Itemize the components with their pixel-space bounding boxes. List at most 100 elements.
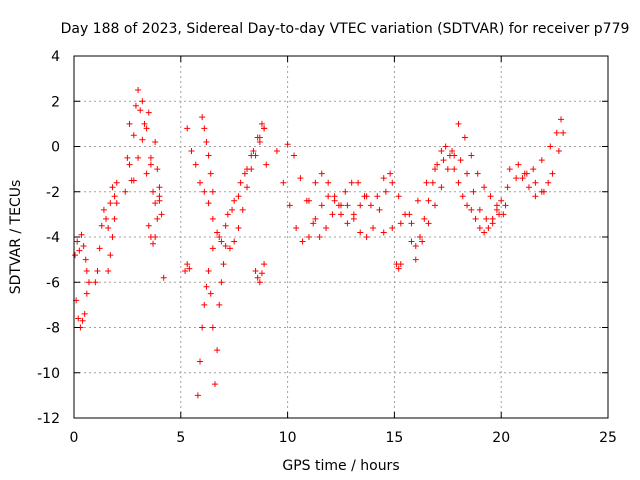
data-point bbox=[250, 148, 257, 155]
data-point bbox=[152, 200, 159, 207]
data-point bbox=[547, 143, 554, 150]
data-point bbox=[558, 116, 565, 123]
data-point bbox=[350, 211, 357, 218]
x-tick-label: 20 bbox=[492, 430, 510, 446]
series-sat-l bbox=[224, 125, 268, 218]
data-point bbox=[111, 215, 118, 222]
data-point bbox=[237, 179, 244, 186]
data-point bbox=[109, 184, 116, 191]
data-point bbox=[487, 193, 494, 200]
data-point bbox=[297, 175, 304, 182]
data-point bbox=[532, 193, 539, 200]
data-point bbox=[209, 324, 216, 331]
data-point bbox=[476, 206, 483, 213]
data-point bbox=[201, 125, 208, 132]
y-axis-ticks: -12 -10 -8 -6 -4 -2 0 2 4 bbox=[37, 49, 608, 427]
series-sat-y bbox=[519, 175, 552, 200]
data-point bbox=[455, 179, 462, 186]
data-point bbox=[154, 215, 161, 222]
data-point bbox=[197, 179, 204, 186]
data-point bbox=[145, 109, 152, 116]
data-point bbox=[489, 220, 496, 227]
data-point bbox=[461, 134, 468, 141]
data-point bbox=[291, 152, 298, 159]
data-point bbox=[80, 243, 87, 250]
x-tick-label: 0 bbox=[70, 430, 79, 446]
data-point bbox=[113, 179, 120, 186]
data-point bbox=[214, 347, 221, 354]
data-point bbox=[201, 301, 208, 308]
data-point bbox=[525, 184, 532, 191]
series-sat-m bbox=[252, 261, 268, 286]
data-point bbox=[455, 120, 462, 127]
data-point bbox=[370, 224, 377, 231]
data-point bbox=[83, 267, 90, 274]
data-point bbox=[132, 102, 139, 109]
data-point bbox=[519, 175, 526, 182]
data-point bbox=[397, 220, 404, 227]
data-point bbox=[209, 245, 216, 252]
data-point bbox=[553, 129, 560, 136]
y-tick-label: -10 bbox=[37, 366, 60, 382]
data-point bbox=[331, 193, 338, 200]
data-point bbox=[103, 215, 110, 222]
x-tick-label: 5 bbox=[176, 430, 185, 446]
data-point bbox=[344, 220, 351, 227]
data-point bbox=[152, 138, 159, 145]
data-point bbox=[325, 193, 332, 200]
series-sat-i bbox=[182, 261, 193, 274]
data-point bbox=[194, 392, 201, 399]
data-point bbox=[421, 215, 428, 222]
data-point bbox=[137, 107, 144, 114]
data-point bbox=[457, 157, 464, 164]
data-point bbox=[75, 315, 82, 322]
data-point bbox=[229, 206, 236, 213]
data-point bbox=[182, 267, 189, 274]
data-point bbox=[150, 188, 157, 195]
data-point bbox=[126, 161, 133, 168]
data-point bbox=[318, 202, 325, 209]
data-point bbox=[214, 229, 221, 236]
data-point bbox=[139, 98, 146, 105]
y-tick-label: 4 bbox=[51, 49, 60, 65]
data-point bbox=[504, 184, 511, 191]
data-point bbox=[387, 170, 394, 177]
data-point bbox=[468, 206, 475, 213]
data-point bbox=[207, 290, 214, 297]
data-point bbox=[143, 125, 150, 132]
data-point bbox=[98, 222, 105, 229]
data-point bbox=[506, 166, 513, 173]
data-point bbox=[79, 317, 86, 324]
data-point bbox=[124, 154, 131, 161]
data-point bbox=[135, 86, 142, 93]
data-point bbox=[186, 265, 193, 272]
data-point bbox=[438, 148, 445, 155]
y-tick-label: 2 bbox=[51, 94, 60, 110]
data-point bbox=[451, 152, 458, 159]
data-point bbox=[135, 154, 142, 161]
data-point bbox=[329, 211, 336, 218]
data-point bbox=[184, 261, 191, 268]
data-point bbox=[81, 310, 88, 317]
data-point bbox=[451, 166, 458, 173]
series-sat-o bbox=[263, 141, 394, 240]
series-sat-p bbox=[280, 179, 370, 245]
series-sat-h bbox=[184, 125, 268, 252]
data-point bbox=[305, 234, 312, 240]
series-sat-a bbox=[72, 231, 90, 274]
data-point bbox=[357, 229, 364, 236]
series-sat-g bbox=[145, 197, 163, 247]
grid bbox=[74, 56, 608, 418]
series-sat-u bbox=[412, 152, 509, 263]
data-point bbox=[464, 202, 471, 209]
x-axis-label: GPS time / hours bbox=[282, 458, 399, 474]
data-point bbox=[143, 170, 150, 177]
data-point bbox=[94, 267, 101, 274]
data-point bbox=[408, 220, 415, 227]
data-point bbox=[197, 358, 204, 365]
data-point bbox=[312, 179, 319, 186]
data-point bbox=[538, 157, 545, 164]
series-sat-j bbox=[194, 261, 227, 399]
data-point bbox=[363, 234, 370, 240]
